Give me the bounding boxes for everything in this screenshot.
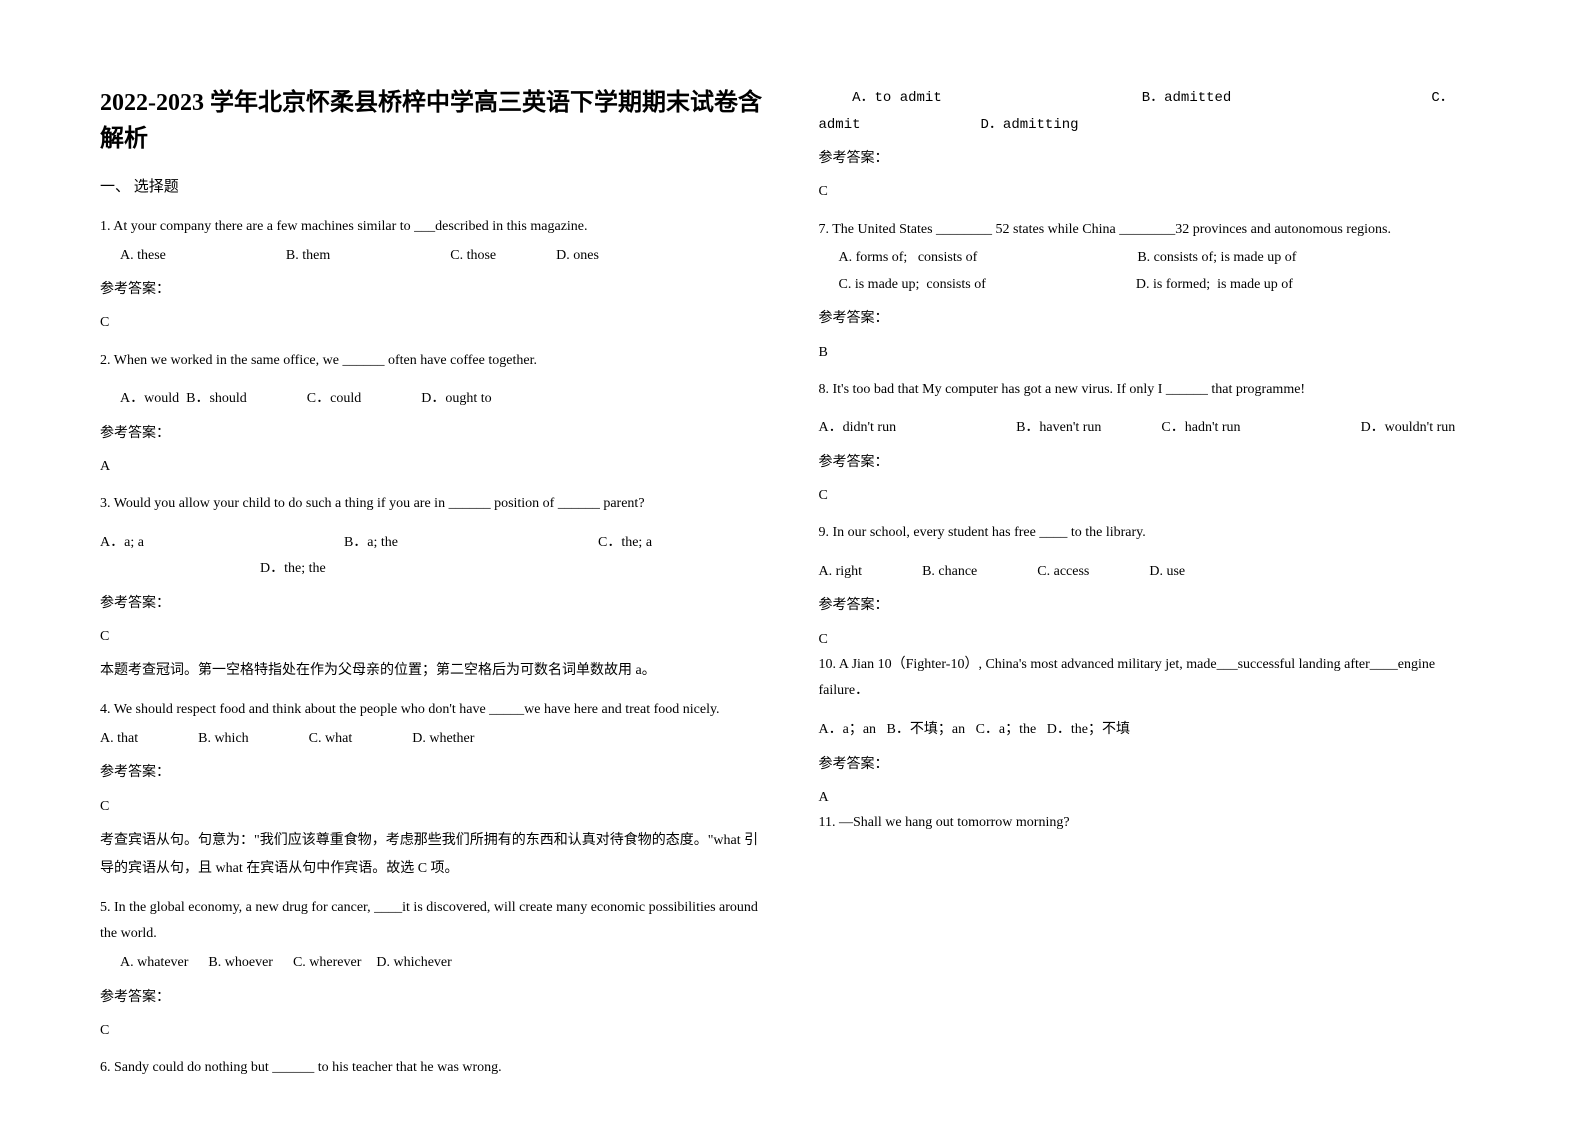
question-block: 4. We should respect food and think abou… bbox=[100, 697, 769, 883]
answer-label: 参考答案： bbox=[100, 985, 769, 1010]
answer-label: 参考答案： bbox=[819, 146, 1488, 171]
explanation-text: 本题考查冠词。第一空格特指处在作为父母亲的位置；第二空格后为可数名词单数故用 a… bbox=[100, 657, 769, 685]
question-block: 3. Would you allow your child to do such… bbox=[100, 491, 769, 685]
answer-value: C bbox=[819, 627, 1488, 652]
answer-value: C bbox=[100, 624, 769, 649]
answer-label: 参考答案： bbox=[819, 593, 1488, 618]
answer-value: B bbox=[819, 340, 1488, 365]
question-options: A. rightB. chanceC. accessD. use bbox=[819, 559, 1488, 586]
question-block: 5. In the global economy, a new drug for… bbox=[100, 895, 769, 1043]
answer-value: C bbox=[819, 179, 1488, 204]
question-text: 4. We should respect food and think abou… bbox=[100, 697, 769, 724]
question-text: 11. —Shall we hang out tomorrow morning? bbox=[819, 810, 1488, 837]
question-text: 3. Would you allow your child to do such… bbox=[100, 491, 769, 518]
question-options: A．a; aB．a; theC．the; aD．the; the bbox=[100, 530, 769, 583]
answer-value: C bbox=[819, 483, 1488, 508]
question-options: A. thatB. whichC. whatD. whether bbox=[100, 726, 769, 753]
question-text: 8. It's too bad that My computer has got… bbox=[819, 377, 1488, 404]
answer-label: 参考答案： bbox=[100, 591, 769, 616]
question-options: A. theseB. themC. thoseD. ones bbox=[100, 243, 769, 270]
question-block: 8. It's too bad that My computer has got… bbox=[819, 377, 1488, 509]
questions-container: 1. At your company there are a few machi… bbox=[100, 85, 1487, 1082]
answer-label: 参考答案： bbox=[819, 306, 1488, 331]
question-text: 6. Sandy could do nothing but ______ to … bbox=[100, 1055, 769, 1082]
section-header: 一、 选择题 bbox=[100, 175, 769, 196]
question-text: 10. A Jian 10（Fighter-10）, China's most … bbox=[819, 652, 1488, 705]
answer-label: 参考答案： bbox=[100, 760, 769, 785]
question-block: 1. At your company there are a few machi… bbox=[100, 214, 769, 336]
question-options: A．a；an B．不填；an C．a；the D．the；不填 bbox=[819, 717, 1488, 744]
question-block: 2. When we worked in the same office, we… bbox=[100, 348, 769, 480]
exam-title: 2022-2023 学年北京怀柔县桥梓中学高三英语下学期期末试卷含解析 bbox=[100, 85, 769, 157]
answer-value: C bbox=[100, 794, 769, 819]
answer-label: 参考答案： bbox=[100, 421, 769, 446]
answer-label: 参考答案： bbox=[100, 277, 769, 302]
question-options: A. whateverB. whoeverC. whereverD. which… bbox=[100, 950, 769, 977]
question-block: 11. —Shall we hang out tomorrow morning? bbox=[819, 810, 1488, 837]
answer-value: A bbox=[819, 785, 1488, 810]
question-text: 5. In the global economy, a new drug for… bbox=[100, 895, 769, 948]
document-page: 2022-2023 学年北京怀柔县桥梓中学高三英语下学期期末试卷含解析 一、 选… bbox=[0, 0, 1587, 1122]
question-text: 7. The United States ________ 52 states … bbox=[819, 217, 1488, 244]
explanation-text: 考查宾语从句。句意为："我们应该尊重食物，考虑那些我们所拥有的东西和认真对待食物… bbox=[100, 827, 769, 883]
question-options: A．didn't runB．haven't runC．hadn't runD．w… bbox=[819, 415, 1488, 442]
question-options: A．to admitB．admittedC．admitD．admitting bbox=[819, 85, 1488, 138]
answer-value: A bbox=[100, 454, 769, 479]
answer-value: C bbox=[100, 1018, 769, 1043]
answer-value: C bbox=[100, 310, 769, 335]
answer-label: 参考答案： bbox=[819, 450, 1488, 475]
question-block: 7. The United States ________ 52 states … bbox=[819, 217, 1488, 365]
answer-label: 参考答案： bbox=[819, 752, 1488, 777]
question-options: A. forms of; consists ofB. consists of; … bbox=[819, 245, 1488, 298]
question-text: 9. In our school, every student has free… bbox=[819, 520, 1488, 547]
question-block: 10. A Jian 10（Fighter-10）, China's most … bbox=[819, 652, 1488, 810]
question-text: 2. When we worked in the same office, we… bbox=[100, 348, 769, 375]
question-block: 9. In our school, every student has free… bbox=[819, 520, 1488, 652]
question-options: A．would B．shouldC．couldD．ought to bbox=[100, 386, 769, 413]
question-text: 1. At your company there are a few machi… bbox=[100, 214, 769, 241]
